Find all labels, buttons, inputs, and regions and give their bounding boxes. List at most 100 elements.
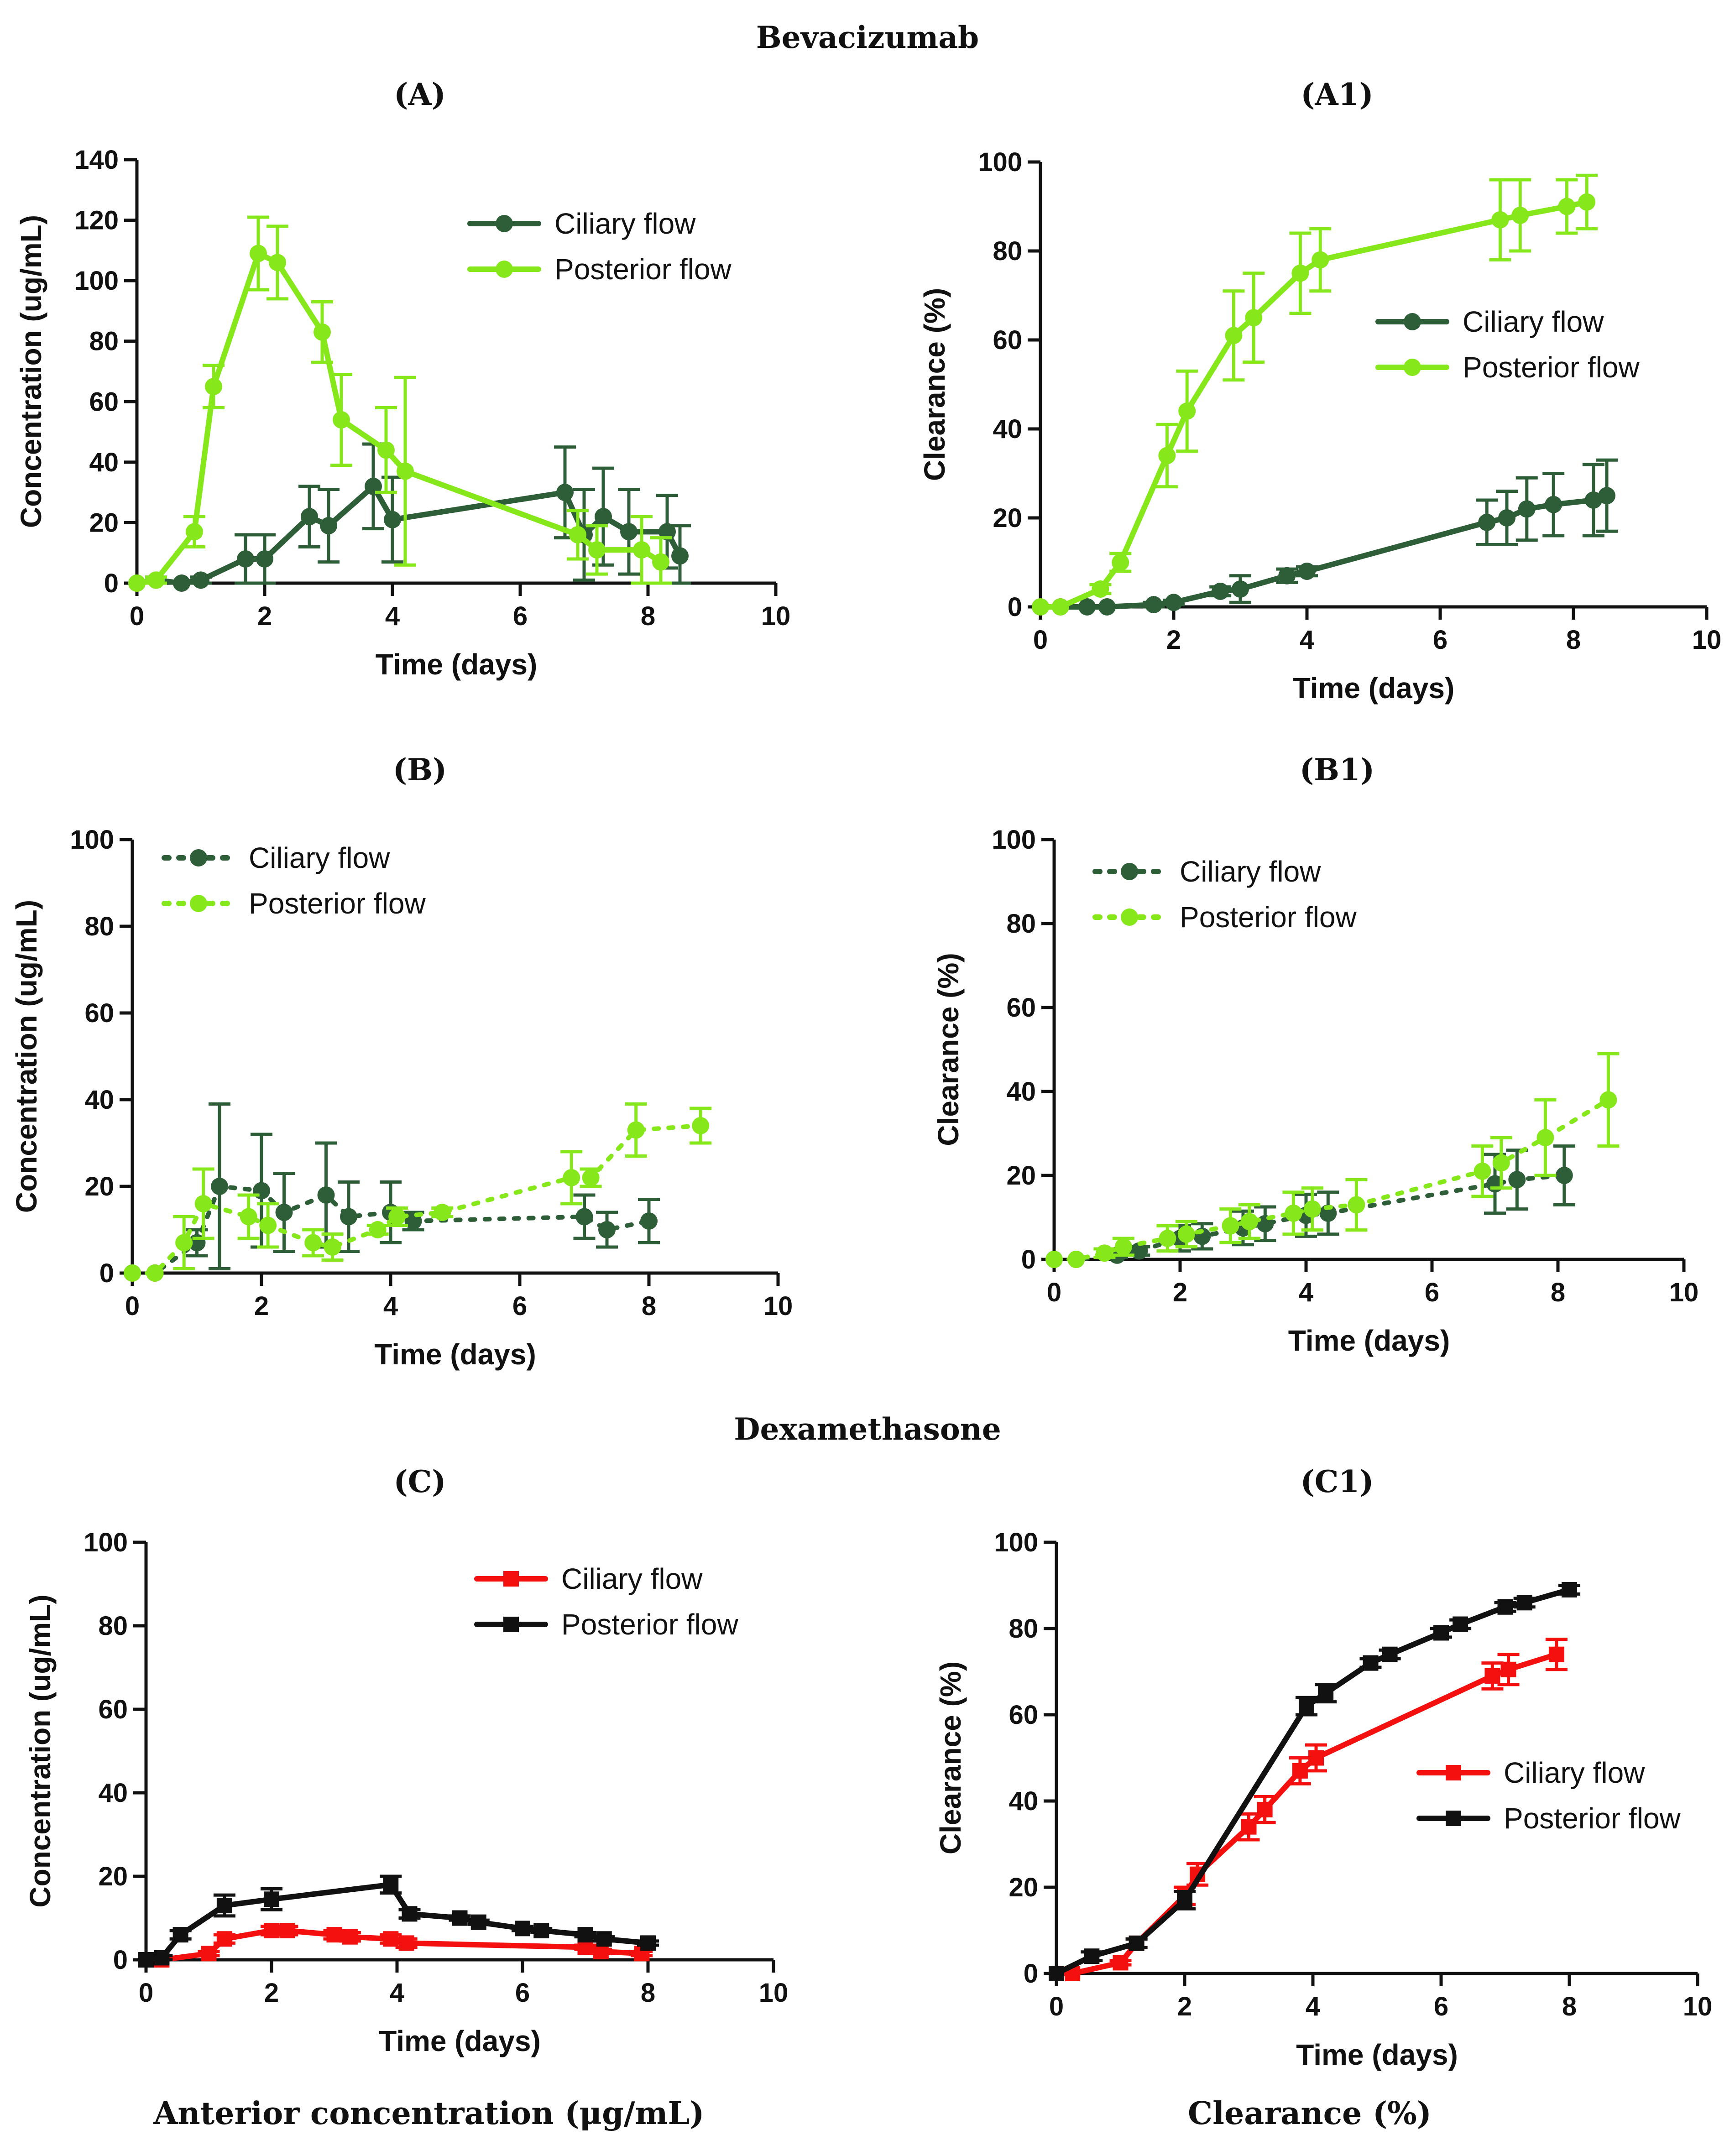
data-point bbox=[317, 1186, 335, 1204]
y-tick-label: 60 bbox=[1009, 1700, 1038, 1730]
data-point bbox=[588, 541, 606, 559]
data-point bbox=[205, 378, 222, 396]
panel-label: (A) bbox=[394, 77, 446, 112]
x-tick-label: 2 bbox=[1173, 1278, 1187, 1307]
chart-panel-c: (C) 0 20 40 60 80 100 0 2 4 6 8 10 Time (days) Concent… bbox=[24, 1464, 788, 2057]
chart-panel-b: (B) 0 20 40 60 80 100 0 2 4 6 8 10 Time (days) Concent… bbox=[10, 752, 793, 1371]
data-point bbox=[1245, 309, 1263, 327]
data-point bbox=[342, 1929, 358, 1945]
y-tick-label: 100 bbox=[84, 1528, 128, 1557]
y-axis-label: Concentration (ug/mL) bbox=[15, 215, 47, 528]
data-point bbox=[377, 441, 395, 459]
legend-marker bbox=[1404, 359, 1421, 376]
x-tick-label: 6 bbox=[515, 1978, 530, 2008]
x-tick-label: 6 bbox=[1433, 625, 1448, 655]
x-tick-label: 10 bbox=[1669, 1278, 1699, 1307]
x-axis-label: Time (days) bbox=[374, 1338, 536, 1371]
panel-label: (C) bbox=[394, 1464, 446, 1499]
legend-label: Posterior flow bbox=[1180, 901, 1357, 934]
x-axis-label: Time (days) bbox=[1293, 672, 1455, 705]
data-point bbox=[147, 571, 165, 589]
x-tick-label: 6 bbox=[513, 601, 528, 631]
y-tick-label: 20 bbox=[89, 508, 119, 538]
legend-marker bbox=[496, 215, 513, 232]
data-point bbox=[1474, 1162, 1491, 1180]
data-point bbox=[1555, 1167, 1573, 1184]
data-point bbox=[1303, 1200, 1321, 1218]
y-tick-label: 20 bbox=[993, 503, 1022, 533]
x-tick-label: 4 bbox=[1299, 1278, 1313, 1307]
x-tick-label: 2 bbox=[1166, 625, 1181, 655]
data-point bbox=[1312, 251, 1329, 269]
y-tick-label: 20 bbox=[1006, 1161, 1036, 1190]
data-point bbox=[1498, 509, 1516, 527]
data-point bbox=[1092, 580, 1109, 598]
data-point bbox=[1159, 1230, 1176, 1247]
footer-label-right: Clearance (%) bbox=[1188, 2095, 1432, 2132]
x-tick-label: 2 bbox=[257, 601, 272, 631]
x-tick-label: 0 bbox=[139, 1978, 153, 2008]
data-point bbox=[652, 553, 669, 571]
y-tick-label: 20 bbox=[98, 1862, 128, 1891]
y-tick-label: 100 bbox=[74, 266, 119, 296]
data-point bbox=[620, 523, 638, 541]
data-point bbox=[264, 1891, 279, 1907]
data-point bbox=[452, 1910, 468, 1926]
data-point bbox=[384, 511, 401, 528]
x-tick-label: 8 bbox=[641, 601, 655, 631]
x-tick-label: 0 bbox=[130, 601, 144, 631]
data-point bbox=[1584, 491, 1602, 509]
y-tick-label: 40 bbox=[98, 1778, 128, 1808]
x-tick-label: 4 bbox=[1300, 625, 1314, 655]
data-point bbox=[1453, 1616, 1468, 1632]
data-point bbox=[369, 1221, 387, 1238]
legend-label: Ciliary flow bbox=[1180, 855, 1321, 888]
data-point bbox=[563, 1169, 580, 1186]
x-axis-label: Time (days) bbox=[379, 2025, 541, 2057]
x-tick-label: 4 bbox=[385, 601, 400, 631]
x-axis-label: Time (days) bbox=[376, 648, 538, 681]
y-tick-label: 0 bbox=[99, 1258, 114, 1288]
x-tick-label: 0 bbox=[125, 1291, 140, 1321]
y-tick-label: 80 bbox=[1009, 1614, 1038, 1644]
data-point bbox=[269, 254, 286, 271]
y-tick-label: 0 bbox=[104, 569, 119, 598]
data-point bbox=[470, 1914, 486, 1930]
y-tick-label: 60 bbox=[98, 1695, 128, 1724]
chart-panel-a1: (A1) 0 20 40 60 80 100 0 2 4 6 8 10 Time (days) Cleara… bbox=[918, 77, 1721, 705]
footer-label-left: Anterior concentration (μg/mL) bbox=[153, 2095, 705, 2132]
panel-label: (C1) bbox=[1301, 1464, 1374, 1499]
data-point bbox=[1298, 563, 1316, 580]
data-point bbox=[556, 484, 574, 501]
data-point bbox=[1492, 1154, 1510, 1172]
data-point bbox=[1508, 1171, 1526, 1189]
y-tick-label: 60 bbox=[89, 387, 119, 417]
data-point bbox=[1130, 1242, 1148, 1260]
data-point bbox=[1558, 198, 1576, 215]
x-tick-label: 6 bbox=[512, 1291, 527, 1321]
data-point bbox=[1348, 1196, 1365, 1214]
data-point bbox=[1257, 1801, 1273, 1817]
legend-marker bbox=[496, 261, 513, 278]
data-point bbox=[383, 1877, 399, 1893]
data-point bbox=[333, 411, 350, 429]
y-tick-label: 100 bbox=[992, 825, 1036, 855]
y-tick-label: 100 bbox=[978, 147, 1022, 177]
series-line bbox=[1038, 493, 1610, 610]
y-tick-label: 0 bbox=[1008, 592, 1022, 622]
data-point bbox=[598, 1221, 616, 1238]
data-point bbox=[1545, 496, 1563, 513]
data-point bbox=[1363, 1655, 1379, 1671]
legend-label: Posterior flow bbox=[249, 887, 426, 920]
data-point bbox=[1478, 513, 1496, 531]
data-point bbox=[1536, 1129, 1554, 1147]
y-axis-label: Clearance (%) bbox=[932, 953, 965, 1146]
data-point bbox=[1562, 1582, 1577, 1597]
data-point bbox=[301, 508, 318, 526]
y-tick-label: 0 bbox=[1024, 1959, 1038, 1989]
data-point bbox=[340, 1208, 358, 1226]
legend-marker bbox=[190, 895, 207, 912]
data-point bbox=[434, 1204, 451, 1221]
data-point bbox=[402, 1906, 418, 1922]
data-point bbox=[1285, 1204, 1302, 1222]
